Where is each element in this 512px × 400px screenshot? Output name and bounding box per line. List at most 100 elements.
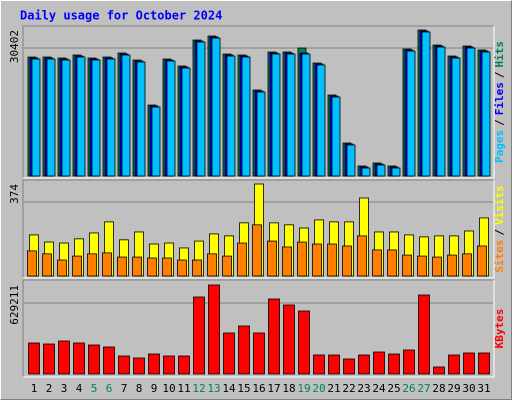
x-tick-label: 16 bbox=[252, 382, 265, 395]
bar bbox=[447, 254, 457, 277]
x-tick-label: 4 bbox=[76, 382, 83, 395]
bar bbox=[421, 31, 431, 177]
x-tick-label: 21 bbox=[327, 382, 340, 395]
x-tick-label: 11 bbox=[177, 382, 190, 395]
x-tick-label: 19 bbox=[297, 382, 310, 395]
bar bbox=[196, 41, 206, 177]
bar bbox=[147, 257, 157, 277]
bar bbox=[298, 310, 310, 375]
x-tick-label: 1 bbox=[31, 382, 38, 395]
bar bbox=[58, 340, 70, 375]
bar bbox=[133, 357, 145, 375]
bar bbox=[433, 366, 445, 375]
x-tick-label: 26 bbox=[402, 382, 415, 395]
x-tick-label: 12 bbox=[192, 382, 205, 395]
bar bbox=[148, 353, 160, 375]
bar bbox=[312, 243, 322, 277]
x-tick-label: 13 bbox=[207, 382, 220, 395]
x-tick-label: 30 bbox=[462, 382, 475, 395]
x-tick-label: 17 bbox=[267, 382, 280, 395]
bar bbox=[222, 255, 232, 277]
bar bbox=[313, 354, 325, 375]
bar bbox=[132, 256, 142, 277]
bar bbox=[118, 355, 130, 375]
bar bbox=[177, 259, 187, 277]
bar bbox=[361, 167, 371, 177]
bar bbox=[331, 96, 341, 177]
bar bbox=[253, 332, 265, 375]
x-tick-label: 2 bbox=[46, 382, 53, 395]
bar bbox=[28, 342, 40, 375]
x-tick-label: 23 bbox=[357, 382, 370, 395]
bar bbox=[162, 257, 172, 277]
bar bbox=[76, 56, 86, 177]
bar bbox=[178, 355, 190, 375]
x-tick-label: 31 bbox=[477, 382, 490, 395]
bar bbox=[57, 259, 67, 277]
bar bbox=[91, 59, 101, 177]
bar bbox=[166, 60, 176, 177]
bar bbox=[301, 53, 311, 177]
legend-entry: KBytes bbox=[493, 309, 506, 349]
bar bbox=[327, 243, 337, 277]
bar bbox=[297, 241, 307, 277]
plot-bevel-dark bbox=[22, 179, 494, 278]
x-tick-label: 20 bbox=[312, 382, 325, 395]
bar bbox=[241, 56, 251, 177]
bar bbox=[61, 59, 71, 177]
bar bbox=[478, 352, 490, 375]
x-tick-label: 28 bbox=[432, 382, 445, 395]
legend-entry: Hits bbox=[493, 41, 506, 68]
legend: KBytes bbox=[493, 309, 506, 349]
bar bbox=[357, 235, 367, 277]
bar bbox=[342, 245, 352, 277]
x-tick-label: 9 bbox=[151, 382, 158, 395]
bar bbox=[163, 355, 175, 375]
x-tick-label: 25 bbox=[387, 382, 400, 395]
bar bbox=[223, 332, 235, 375]
bar bbox=[373, 351, 385, 375]
y-tick-label: 30402 bbox=[8, 30, 21, 63]
bar bbox=[451, 57, 461, 177]
legend: Sites / Visits bbox=[493, 185, 506, 273]
plot-bevel-light bbox=[23, 26, 495, 179]
bar bbox=[462, 253, 472, 277]
bar bbox=[403, 349, 415, 375]
x-tick-label: 10 bbox=[162, 382, 175, 395]
x-tick-label: 22 bbox=[342, 382, 355, 395]
bar bbox=[43, 343, 55, 375]
bar bbox=[418, 294, 430, 375]
bar bbox=[477, 245, 487, 277]
legend-separator: / bbox=[493, 229, 506, 236]
bar bbox=[121, 54, 131, 177]
bar bbox=[181, 67, 191, 177]
bar bbox=[88, 344, 100, 375]
x-tick-label: 5 bbox=[91, 382, 98, 395]
bar bbox=[286, 53, 296, 177]
bar bbox=[238, 325, 250, 375]
bar bbox=[207, 253, 217, 277]
legend-separator: / bbox=[493, 119, 506, 126]
bar bbox=[387, 249, 397, 277]
legend-entry: Visits bbox=[493, 185, 506, 225]
plot-bevel-dark bbox=[22, 279, 494, 377]
bar bbox=[31, 58, 41, 177]
bar bbox=[42, 253, 52, 277]
x-tick-label: 18 bbox=[282, 382, 295, 395]
bar bbox=[268, 298, 280, 375]
bar bbox=[432, 256, 442, 277]
bar bbox=[136, 61, 146, 177]
legend-entry: Sites bbox=[493, 240, 506, 273]
bar bbox=[46, 58, 56, 177]
bar bbox=[346, 144, 356, 177]
plot-bevel-light bbox=[23, 280, 495, 378]
x-tick-label: 3 bbox=[61, 382, 68, 395]
x-tick-label: 27 bbox=[417, 382, 430, 395]
bar bbox=[417, 255, 427, 277]
bar bbox=[211, 37, 221, 177]
bar bbox=[117, 256, 127, 277]
x-tick-label: 29 bbox=[447, 382, 460, 395]
bar bbox=[252, 224, 262, 277]
